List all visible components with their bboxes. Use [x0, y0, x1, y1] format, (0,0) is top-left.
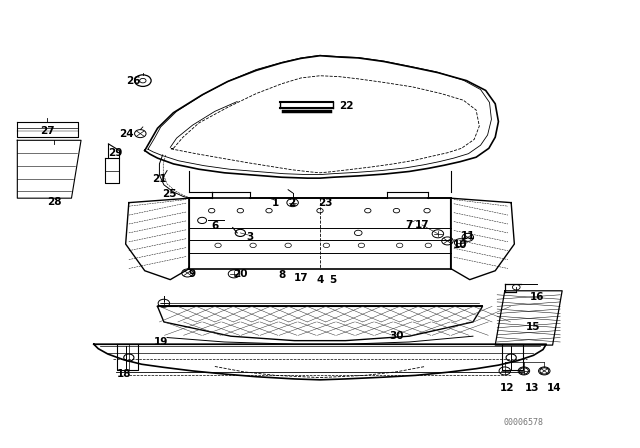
Text: 17: 17	[415, 220, 429, 230]
Text: 6: 6	[211, 221, 218, 231]
Text: 30: 30	[389, 331, 404, 341]
Text: 23: 23	[318, 198, 332, 207]
Text: 13: 13	[525, 383, 540, 393]
Text: 25: 25	[162, 189, 176, 199]
Text: 20: 20	[233, 269, 248, 279]
Text: 9: 9	[189, 269, 196, 279]
Text: 2: 2	[288, 198, 295, 207]
Text: 21: 21	[152, 174, 166, 185]
Text: 24: 24	[120, 129, 134, 138]
Text: 17: 17	[294, 273, 308, 283]
Text: 15: 15	[526, 322, 541, 332]
Text: 10: 10	[453, 241, 467, 250]
Text: 1: 1	[272, 198, 279, 207]
Text: 29: 29	[108, 148, 122, 158]
Text: 22: 22	[339, 101, 354, 111]
Text: 27: 27	[40, 126, 54, 136]
Text: 28: 28	[47, 197, 61, 207]
Text: 12: 12	[499, 383, 514, 393]
Text: 19: 19	[154, 337, 168, 347]
Text: 8: 8	[278, 270, 285, 280]
Text: 26: 26	[126, 76, 141, 86]
Text: 4: 4	[316, 275, 324, 284]
Text: 16: 16	[529, 293, 544, 302]
Text: 14: 14	[547, 383, 561, 393]
Text: 00006578: 00006578	[504, 418, 544, 426]
Text: 7: 7	[406, 220, 413, 230]
Text: 5: 5	[329, 275, 337, 284]
Text: 18: 18	[117, 369, 132, 379]
Text: 3: 3	[246, 233, 253, 242]
Text: 11: 11	[461, 232, 476, 241]
